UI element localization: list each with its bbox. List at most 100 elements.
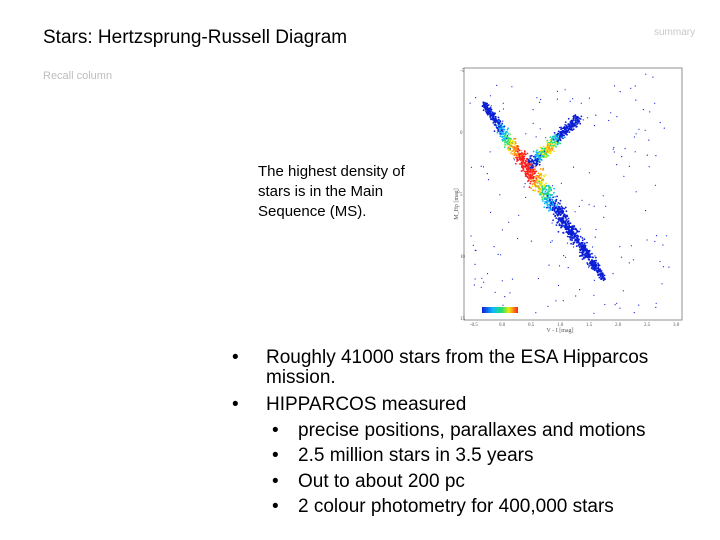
hr-star-point [497, 116, 500, 119]
hr-star-point [530, 173, 533, 175]
hr-star-point [514, 162, 517, 165]
hr-star-point [513, 152, 516, 154]
hr-star-point [543, 202, 546, 205]
hr-star-point [521, 166, 523, 169]
hr-star-point [518, 149, 521, 152]
hr-star-point [572, 124, 574, 126]
hr-star-point [594, 236, 596, 238]
hr-star-point [533, 159, 536, 162]
hr-star-point [494, 117, 496, 120]
hr-star-point [548, 203, 550, 206]
hr-star-point [655, 302, 657, 304]
hr-star-point [539, 146, 542, 149]
hr-star-point [495, 125, 497, 127]
hr-star-point [569, 122, 572, 124]
hr-star-point [569, 222, 572, 225]
bullet-glyph: • [272, 496, 279, 517]
hr-star-point [528, 175, 530, 177]
hr-star-point [531, 175, 533, 177]
hr-star-point [524, 151, 526, 153]
hr-star-point [545, 182, 547, 185]
hr-star-point [586, 241, 588, 244]
hr-star-point [553, 202, 556, 205]
hr-star-point [563, 207, 566, 210]
hr-star-point [579, 289, 581, 291]
hr-star-point [556, 98, 558, 100]
hr-star-point [484, 108, 487, 111]
hr-star-point [493, 246, 495, 248]
hr-star-point [576, 241, 578, 244]
hr-star-point [517, 155, 520, 158]
hr-star-point [564, 256, 567, 258]
hr-star-point [540, 174, 542, 177]
hr-star-point [619, 91, 621, 93]
sub-bullet-stars: • 2.5 million stars in 3.5 years [232, 443, 712, 469]
hr-star-point [558, 224, 561, 227]
hr-star-point [592, 261, 595, 264]
hr-star-point [569, 235, 572, 238]
sub-bullet-text: 2.5 million stars in 3.5 years [298, 445, 534, 466]
hr-star-point [567, 123, 570, 125]
hr-star-point [542, 155, 544, 157]
hr-star-point [616, 302, 618, 304]
hr-star-point [579, 122, 582, 125]
hr-star-point [576, 230, 579, 233]
hr-star-point [595, 228, 597, 231]
hr-star-point [553, 141, 555, 144]
hr-star-point [534, 189, 536, 192]
hr-star-point [613, 85, 616, 87]
hr-star-point [557, 142, 559, 144]
hr-star-point [553, 131, 556, 134]
hr-star-point [558, 217, 560, 219]
hr-star-point [563, 255, 565, 257]
hr-star-point [480, 286, 482, 288]
hr-star-point [494, 291, 496, 293]
hr-star-point [512, 157, 515, 160]
hr-star-point [553, 191, 555, 194]
hr-star-point [572, 166, 575, 168]
hr-star-point [582, 245, 585, 247]
hr-star-point [487, 108, 490, 111]
hr-star-point [547, 146, 550, 149]
hr-star-point [659, 260, 661, 263]
hr-star-point [520, 154, 522, 157]
hr-star-point [503, 135, 506, 137]
hr-star-point [545, 193, 548, 196]
hr-star-point [578, 255, 581, 257]
hr-star-point [590, 260, 593, 263]
hr-star-point [542, 200, 544, 202]
hr-star-point [555, 300, 557, 302]
hr-star-point [580, 115, 583, 118]
hr-star-point [550, 241, 552, 243]
hr-star-point [568, 231, 571, 234]
hr-star-point [573, 241, 576, 244]
hr-star-point [654, 184, 656, 186]
hr-star-point [531, 176, 533, 179]
hr-star-point [575, 116, 578, 119]
hr-star-point [593, 279, 595, 281]
hr-star-point [525, 133, 527, 135]
hr-star-point [490, 105, 492, 107]
hr-star-point [553, 187, 555, 190]
hr-star-point [539, 158, 542, 161]
hr-star-point [632, 259, 635, 261]
hr-star-point [532, 168, 535, 171]
hr-star-point [553, 150, 555, 153]
hr-star-point [557, 284, 560, 287]
hr-star-point [552, 219, 554, 222]
hr-star-point [526, 152, 529, 155]
hr-star-point [595, 256, 597, 259]
hr-star-point [550, 147, 553, 150]
hr-x-tick-label: 0.0 [499, 323, 506, 328]
hr-star-point [489, 109, 492, 111]
hr-star-point [543, 206, 546, 209]
hr-star-point [491, 111, 494, 114]
hr-star-point [577, 241, 580, 244]
hr-star-point [528, 159, 530, 162]
hr-star-point [566, 221, 569, 224]
hr-star-point [545, 137, 547, 139]
hr-star-point [567, 217, 570, 220]
hr-y-tick-labels: -5 0 5 10 15 [460, 69, 466, 322]
hr-star-point [524, 163, 527, 166]
hr-x-tick-label: 3.0 [673, 323, 680, 328]
